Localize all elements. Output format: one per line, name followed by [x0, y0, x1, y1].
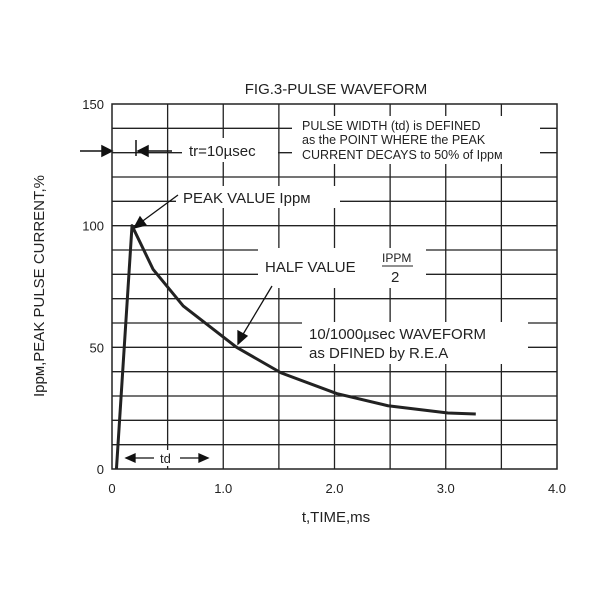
chart-title: FIG.3-PULSE WAVEFORM [245, 81, 428, 98]
y-tick-label: 150 [82, 97, 104, 112]
td-arrows [124, 452, 210, 464]
peak-arrow [132, 194, 179, 229]
pulse-width-bg [292, 116, 540, 164]
td-bg [154, 450, 184, 466]
y-axis-label: Ippм,PEAK PULSE CURRENT,% [31, 175, 48, 397]
x-tick-label: 2.0 [325, 481, 343, 496]
x-axis-label: t,TIME,ms [302, 509, 370, 526]
x-tick-label: 0 [108, 481, 115, 496]
peak-value-label: PEAK VALUE Ippм [183, 190, 311, 207]
rise-time-label: tr=10µsec [189, 143, 256, 160]
half-value-numerator: IPPM [382, 251, 411, 265]
x-tick-label: 1.0 [214, 481, 232, 496]
y-tick-label: 50 [90, 340, 104, 355]
half-value-label: HALF VALUE [265, 259, 356, 276]
x-tick-label: 4.0 [548, 481, 566, 496]
rise-time-bg [182, 138, 278, 162]
rise-time-markers [80, 140, 172, 158]
waveform-line [114, 224, 476, 470]
y-tick-label: 0 [97, 462, 104, 477]
peak-value-bg [176, 186, 340, 208]
waveform-note: 10/1000µsec WAVEFORM as DFINED by R.E.A [309, 326, 490, 362]
y-tick-label: 100 [82, 219, 104, 234]
axis-ticks: 0 1.0 2.0 3.0 4.0 0 50 100 150 [82, 97, 566, 496]
half-value-bg [258, 248, 426, 288]
td-label: td [160, 451, 171, 466]
x-tick-label: 3.0 [437, 481, 455, 496]
half-value-arrow [237, 285, 273, 346]
pulse-width-note: PULSE WIDTH (td) is DEFINED as the POINT… [302, 119, 503, 162]
waveform-bg [302, 322, 528, 364]
plot-frame [111, 103, 558, 470]
half-value-denominator: 2 [391, 269, 399, 286]
